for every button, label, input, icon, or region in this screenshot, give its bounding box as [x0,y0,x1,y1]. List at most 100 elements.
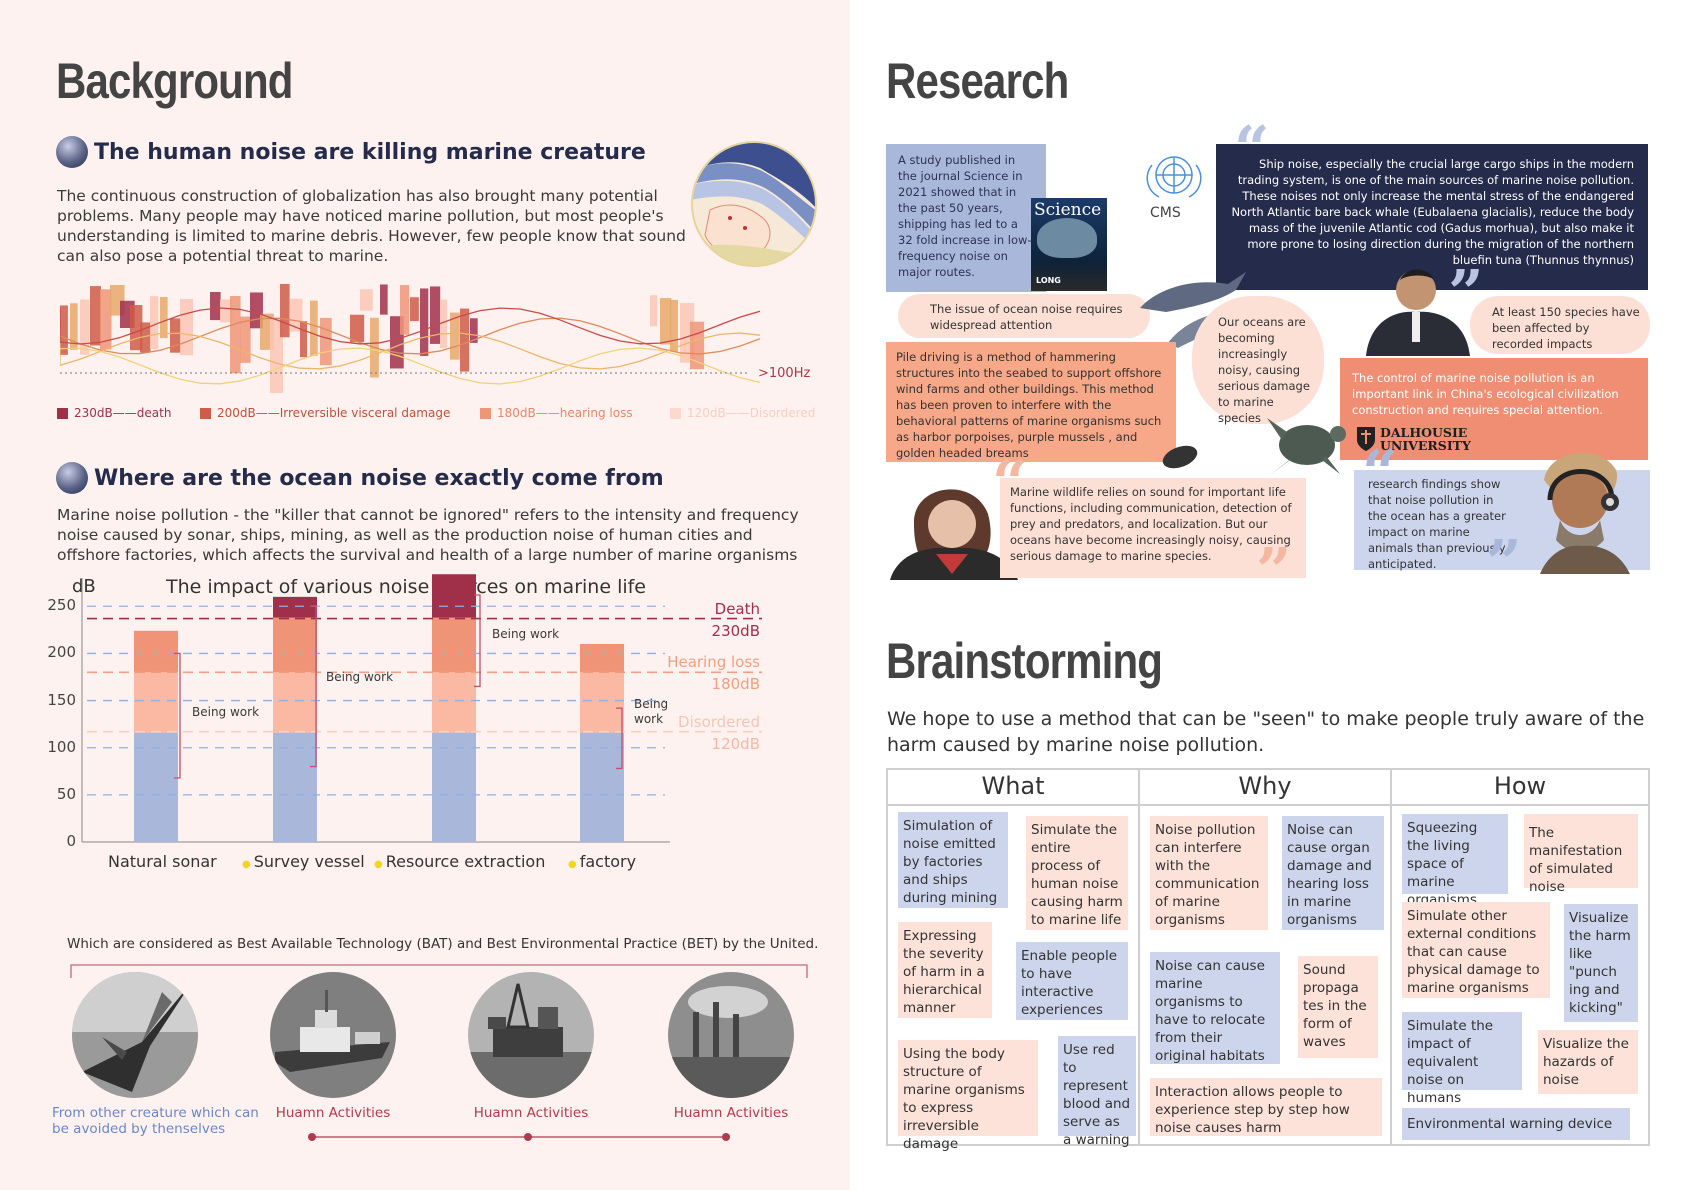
yellow-dot-icon: ● [242,859,251,870]
cms-label: CMS [1150,205,1181,221]
ocean-map-illustration [691,141,817,267]
noise-wave-illustration [60,283,760,393]
dalhousie-logo: DALHOUSIE UNIVERSITY [1356,426,1480,452]
noisy-oceans-bubble: Our oceans are becoming increasingly noi… [1192,296,1324,425]
x-category-label: ● factory [568,852,637,871]
bar-segment [432,574,476,618]
ship-photo [270,972,396,1098]
being-work-label: Being work [634,697,669,726]
why-note: Noise can cause marine organisms to have… [1150,952,1280,1064]
what-note: Enable people to have interactive experi… [1016,942,1128,1020]
science-cover-sub: LONG [1036,276,1061,285]
x-category-label: Natural sonar [108,852,217,871]
how-note: Squeezing the living space of marine org… [1402,814,1508,908]
how-note: Visualize the hazards of noise [1538,1030,1638,1094]
why-note: Noise pollution can interfere with the c… [1150,816,1268,930]
how-note: Simulate the impact of equivalent noise … [1402,1012,1522,1106]
ship-noise-card: Ship noise, especially the crucial large… [1216,144,1648,290]
header-why: Why [1238,772,1292,800]
bar-segment [432,732,476,842]
china-control-card: The control of marine noise pollution is… [1340,358,1648,460]
caption-human-3: Huamn Activities [673,1105,789,1121]
legend-swatch [480,407,491,419]
x-category-label: ● Survey vessel [242,852,365,871]
threshold-name: Disordered [678,712,760,731]
factory-photo [668,972,794,1098]
attention-bubble: The issue of ocean noise requires widesp… [898,294,1150,338]
researcher-photo [1366,269,1470,356]
why-note: Sound propaga tes in the form of waves [1298,956,1378,1058]
whale-shape [1037,218,1097,258]
being-work-label: Being work [326,670,394,684]
y-tick-label: 0 [66,832,76,850]
turtle-illustration [1267,418,1346,475]
threshold-name: Hearing loss [667,653,760,672]
science-cover: Science LONG [1031,198,1107,291]
what-note: Expressing the severity of harm in a hie… [898,922,992,1018]
legend-swatch [57,407,68,419]
oil-rig-photo [468,972,594,1098]
sphere-icon [56,462,88,494]
legend-visceral: 200dB——Irreversible visceral damage [200,406,450,420]
bar-segment [134,630,178,673]
bar-segment [273,732,317,842]
section1-text: The continuous construction of globaliza… [57,187,686,265]
brainstorming-title: Brainstorming [886,633,1163,689]
threshold-db: 180dB [711,675,760,694]
legend-hearing: 180dB——hearing loss [480,406,633,420]
brainstorm-table [886,768,1650,1146]
background-title: Background [56,53,293,109]
why-note: Noise can cause organ damage and hearing… [1282,816,1384,930]
bar-segment [432,672,476,733]
how-note: The manifestation of simulated noise [1524,814,1638,895]
chart-ylabel: dB [72,576,96,597]
bar-segment [273,672,317,733]
bar-segment [134,732,178,842]
headphones-man-photo [1540,452,1630,574]
research-title: Research [886,53,1069,109]
table-divider [1138,768,1140,1146]
section2-text: Marine noise pollution - the "killer tha… [57,506,799,564]
why-note: Interaction allows people to experience … [1150,1078,1382,1136]
bar-segment [580,672,624,733]
chart-title: The impact of various noise sources on m… [166,576,647,598]
threshold-db: 120dB [711,734,760,753]
y-tick-label: 150 [47,690,76,709]
legend-death: 230dB——death [57,406,171,420]
un-emblem-icon [1146,156,1202,198]
header-what: What [981,772,1045,800]
bracket-line [70,964,808,978]
quote-close-icon: ” [1486,526,1522,599]
caption-human-1: Huamn Activities [275,1105,391,1121]
bar-segment [432,617,476,673]
section2-title: Where are the ocean noise exactly come f… [94,465,664,491]
species-bubble: At least 150 species have been affected … [1470,296,1650,354]
swordfish-photo [72,972,198,1098]
being-work-bracket [310,605,317,768]
dalhousie-text: DALHOUSIE UNIVERSITY [1380,425,1471,453]
bat-text: Which are considered as Best Available T… [67,936,819,952]
what-note: Simulation of noise emitted by factories… [898,812,1008,908]
frequency-label: >100Hz [758,366,811,381]
how-note: Environmental warning device [1402,1108,1630,1140]
pile-driving-card: Pile driving is a method of hammering st… [886,342,1176,462]
yellow-dot-icon: ● [568,859,577,870]
yellow-dot-icon: ● [374,859,383,870]
y-tick-label: 200 [47,643,76,662]
chart-svg [81,574,762,843]
threshold-db: 230dB [711,621,760,640]
bar-segment [580,644,624,673]
section2-heading: Where are the ocean noise exactly come f… [56,462,664,494]
how-note: Simulate other external conditions that … [1402,902,1550,998]
legend-disordered: 120dB——Disordered [670,406,815,420]
how-note: Visualize the harm like "punch ing and k… [1564,904,1638,1022]
table-divider [1390,768,1392,1146]
what-note: Using the body structure of marine organ… [898,1040,1038,1152]
x-category-label: ● Resource extraction [374,852,546,871]
scientist-woman-photo [890,489,1018,580]
being-work-label: Being work [192,705,260,719]
bar-segment [580,732,624,842]
being-work-bracket [474,594,481,688]
what-note: Use red to represent blood and serve as … [1058,1036,1136,1148]
caption-human-2: Huamn Activities [473,1105,589,1121]
